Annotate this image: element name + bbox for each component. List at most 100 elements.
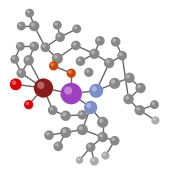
Circle shape — [152, 102, 155, 105]
Circle shape — [119, 53, 123, 56]
Circle shape — [53, 21, 62, 29]
Circle shape — [10, 78, 22, 90]
Circle shape — [74, 26, 77, 29]
Circle shape — [125, 96, 129, 100]
Circle shape — [64, 87, 72, 95]
Circle shape — [29, 21, 39, 31]
Circle shape — [73, 42, 76, 46]
Circle shape — [54, 55, 58, 59]
Circle shape — [77, 58, 81, 62]
Circle shape — [68, 70, 72, 74]
Circle shape — [18, 70, 22, 74]
Circle shape — [106, 60, 110, 64]
Circle shape — [48, 105, 58, 115]
Circle shape — [99, 119, 103, 123]
Circle shape — [103, 153, 106, 156]
Circle shape — [77, 158, 80, 160]
Circle shape — [97, 117, 108, 128]
Circle shape — [88, 144, 91, 148]
Circle shape — [117, 51, 127, 60]
Circle shape — [26, 102, 29, 105]
Circle shape — [25, 9, 34, 18]
Circle shape — [109, 78, 120, 89]
Circle shape — [62, 112, 66, 116]
Circle shape — [89, 49, 100, 59]
Circle shape — [60, 127, 71, 138]
Circle shape — [99, 134, 103, 138]
Circle shape — [24, 100, 33, 109]
Circle shape — [86, 103, 91, 108]
Circle shape — [111, 80, 115, 84]
Circle shape — [53, 142, 63, 151]
Circle shape — [17, 22, 26, 30]
Circle shape — [91, 158, 95, 162]
Circle shape — [86, 143, 95, 152]
Circle shape — [31, 43, 35, 47]
Circle shape — [54, 22, 58, 26]
Circle shape — [31, 23, 35, 27]
Circle shape — [16, 68, 26, 78]
Circle shape — [110, 136, 120, 146]
Circle shape — [112, 138, 115, 141]
Circle shape — [23, 55, 34, 65]
Circle shape — [89, 84, 103, 98]
Circle shape — [60, 111, 71, 121]
Circle shape — [112, 39, 116, 42]
Circle shape — [12, 80, 16, 85]
Circle shape — [111, 37, 120, 46]
Circle shape — [84, 101, 97, 114]
Circle shape — [84, 68, 93, 77]
Circle shape — [79, 126, 83, 130]
Circle shape — [62, 129, 66, 133]
Circle shape — [34, 78, 53, 98]
Circle shape — [91, 50, 95, 54]
Circle shape — [79, 112, 83, 115]
Circle shape — [29, 42, 39, 51]
Circle shape — [12, 57, 15, 60]
Circle shape — [104, 58, 114, 68]
Circle shape — [60, 83, 82, 104]
Circle shape — [153, 118, 156, 121]
Circle shape — [17, 43, 21, 47]
Circle shape — [51, 63, 54, 66]
Circle shape — [57, 34, 61, 38]
Circle shape — [46, 132, 50, 136]
Circle shape — [16, 42, 25, 51]
Circle shape — [76, 56, 85, 66]
Circle shape — [44, 130, 54, 140]
Circle shape — [86, 69, 89, 73]
Circle shape — [136, 107, 140, 111]
Circle shape — [52, 53, 63, 64]
Circle shape — [78, 110, 87, 120]
Circle shape — [150, 100, 159, 109]
Circle shape — [27, 10, 30, 14]
Circle shape — [49, 61, 58, 70]
Circle shape — [134, 105, 145, 115]
Circle shape — [123, 94, 134, 104]
Circle shape — [42, 44, 46, 48]
Circle shape — [126, 74, 130, 78]
Circle shape — [67, 69, 76, 78]
Circle shape — [72, 24, 81, 33]
Circle shape — [25, 57, 29, 61]
Circle shape — [135, 83, 146, 93]
Circle shape — [37, 82, 44, 89]
Circle shape — [97, 132, 108, 142]
Circle shape — [101, 151, 110, 160]
Circle shape — [77, 124, 88, 135]
Circle shape — [41, 43, 50, 52]
Circle shape — [95, 36, 105, 46]
Circle shape — [137, 85, 141, 88]
Circle shape — [55, 32, 65, 42]
Circle shape — [18, 23, 22, 26]
Circle shape — [97, 38, 100, 41]
Circle shape — [76, 156, 83, 164]
Circle shape — [92, 86, 97, 91]
Circle shape — [10, 55, 19, 64]
Circle shape — [71, 41, 81, 50]
Circle shape — [124, 73, 135, 83]
Circle shape — [151, 116, 159, 125]
Circle shape — [90, 157, 99, 166]
Circle shape — [55, 143, 59, 147]
Circle shape — [50, 107, 53, 111]
